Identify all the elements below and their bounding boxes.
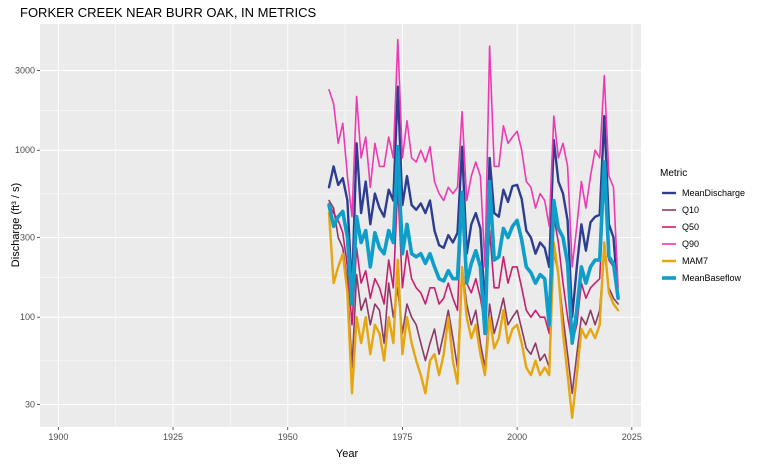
x-tick-labels: 1900 1925 1950 1975 2000 2025 <box>48 432 642 442</box>
x-axis-title: Year <box>336 448 359 460</box>
series-line-meanbaseflow <box>327 144 620 345</box>
x-tick-label: 1900 <box>48 432 68 442</box>
legend: Metric MeanDischarge Q10 Q50 Q90 MAM7 MeanBas… <box>660 168 745 283</box>
series-line-meandischarge <box>327 85 620 319</box>
series-line-mam7 <box>327 211 620 419</box>
legend-label-meandischarge: MeanDischarge <box>682 188 745 198</box>
y-tick-label: 30 <box>25 400 35 410</box>
y-tick-label: 100 <box>20 312 35 322</box>
series-line-q10 <box>328 199 619 395</box>
legend-label-meanbaseflow: MeanBaseflow <box>682 273 742 283</box>
x-tick-label: 2025 <box>622 432 642 442</box>
y-axis-title-text: Discharge <box>10 218 22 268</box>
x-tick-label: 1975 <box>392 432 412 442</box>
legend-title: Metric <box>660 168 687 179</box>
chart-title: FORKER CREEK NEAR BURR OAK, IN METRICS <box>20 5 316 20</box>
y-axis-title: Discharge (ft³ / s) <box>10 183 22 267</box>
y-tick-label: 300 <box>20 233 35 243</box>
x-tick-label: 1925 <box>163 432 183 442</box>
axis-ticks <box>37 70 633 430</box>
x-tick-label: 2000 <box>507 432 527 442</box>
x-tick-label: 1950 <box>278 432 298 442</box>
y-axis-title-group: Discharge (ft³ / s) <box>10 183 22 267</box>
y-tick-label: 3000 <box>15 66 35 76</box>
legend-items: MeanDischarge Q10 Q50 Q90 MAM7 MeanBaseflow <box>662 188 745 283</box>
legend-label-mam7: MAM7 <box>682 256 708 266</box>
y-tick-label: 1000 <box>15 145 35 155</box>
legend-label-q90: Q90 <box>682 239 699 249</box>
legend-label-q50: Q50 <box>682 222 699 232</box>
y-axis-title-units: (ft³ / s) <box>10 183 22 215</box>
legend-label-q10: Q10 <box>682 205 699 215</box>
y-tick-labels: 30 100 300 1000 3000 <box>15 66 35 410</box>
series-layer <box>327 38 620 419</box>
series-line-q90 <box>328 38 619 289</box>
